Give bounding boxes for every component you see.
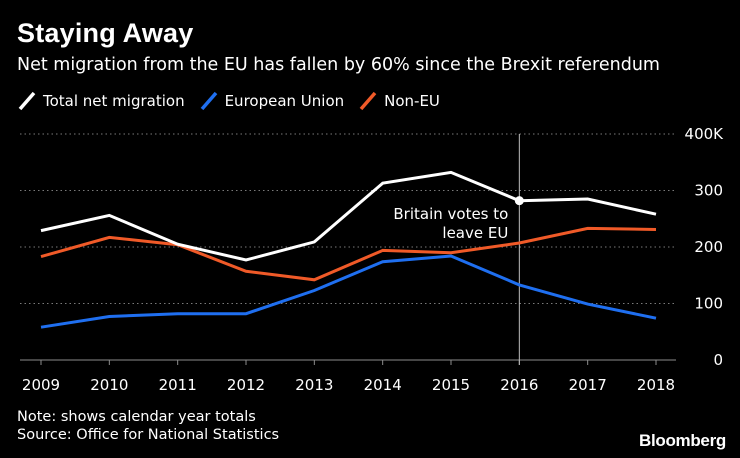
y-tick-label-200: 200 [694,238,723,256]
x-tick-label-2017: 2017 [569,376,607,394]
bloomberg-logo: Bloomberg [638,431,726,450]
legend-label-total: Total net migration [43,92,185,110]
source-text: Source: Office for National Statistics [17,427,280,443]
legend-swatch-non-eu [359,91,377,111]
legend-item-non-eu: Non-EU [358,90,440,112]
y-tick-label-0: 0 [713,351,723,369]
x-tick-label-2010: 2010 [90,376,128,394]
legend-label-non-eu: Non-EU [384,92,440,110]
legend-swatch-total [18,91,36,111]
x-tick-label-2015: 2015 [432,376,470,394]
legend-label-eu: European Union [224,92,345,110]
x-tick-label-2011: 2011 [159,376,197,394]
legend-item-total: Total net migration [17,90,185,112]
y-tick-label-400: 400K [685,125,725,143]
x-tick-label-2009: 2009 [22,376,60,394]
x-tick-label-2013: 2013 [295,376,333,394]
x-tick-label-2018: 2018 [637,376,675,394]
annotation-text-line2: leave EU [442,224,508,242]
series-line-eu [40,254,657,329]
series-line-non-eu [40,226,657,282]
annotation-text-line1: Britain votes to [393,205,508,223]
series-line-total [40,170,657,262]
x-tick-label-2016: 2016 [500,376,538,394]
x-tick-label-2014: 2014 [364,376,402,394]
y-tick-label-100: 100 [694,295,723,313]
annotation-marker-dot [514,196,524,206]
footer-notes: Note: shows calendar year totals Source:… [17,408,279,444]
chart-subtitle: Net migration from the EU has fallen by … [17,55,660,75]
x-tick-label-2012: 2012 [227,376,265,394]
legend-swatch-eu [200,91,217,111]
legend: Total net migration European Union Non-E… [17,90,454,112]
chart-title: Staying Away [17,18,194,48]
note-text: Note: shows calendar year totals [17,409,256,425]
y-tick-label-300: 300 [694,182,723,200]
legend-item-eu: European Union [199,90,345,112]
